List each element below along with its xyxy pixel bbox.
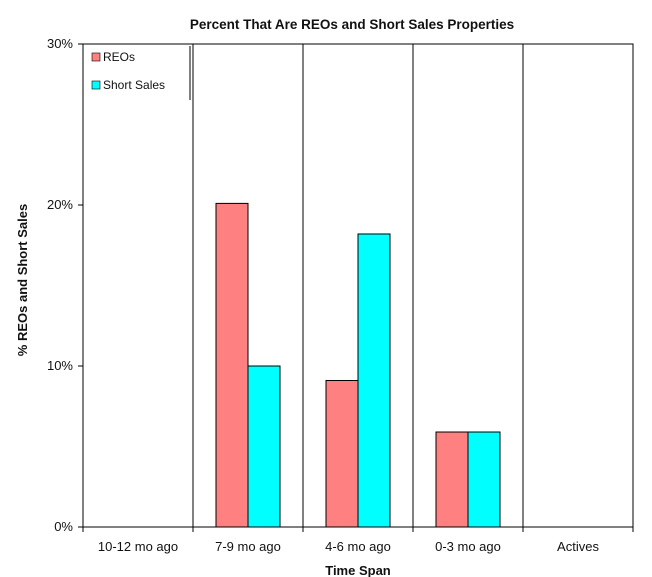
legend-label-short-sales: Short Sales (103, 78, 165, 92)
y-tick-label: 20% (47, 197, 73, 212)
x-axis-ticks: 10-12 mo ago 7-9 mo ago 4-6 mo ago 0-3 mo a… (82, 527, 634, 554)
x-axis-label: Time Span (325, 563, 391, 577)
y-tick-label: 0% (54, 519, 73, 534)
x-tick-label: Actives (557, 539, 599, 554)
category-dividers (192, 44, 524, 527)
bar-short-sales (247, 365, 281, 528)
legend-label-reos: REOs (103, 50, 135, 64)
legend-swatch-short-sales (91, 80, 101, 90)
x-tick-label: 7-9 mo ago (215, 539, 281, 554)
legend-swatch-reos (91, 52, 101, 62)
bar-reos (215, 202, 249, 528)
bar-short-sales (467, 431, 501, 528)
x-tick-label: 0-3 mo ago (435, 539, 501, 554)
bars-group (215, 202, 501, 528)
x-tick-label: 10-12 mo ago (98, 539, 178, 554)
x-tick-label: 4-6 mo ago (325, 539, 391, 554)
y-tick-label: 30% (47, 36, 73, 51)
legend: REOs Short Sales (91, 46, 191, 100)
y-tick-label: 10% (47, 358, 73, 373)
bar-short-sales (357, 233, 391, 528)
chart-title: Percent That Are REOs and Short Sales Pr… (190, 17, 514, 32)
y-axis-label: % REOs and Short Sales (15, 204, 30, 356)
y-axis-ticks: 0% 10% 20% 30% (47, 36, 83, 534)
bar-reos (325, 379, 359, 528)
bar-reos (435, 431, 469, 528)
